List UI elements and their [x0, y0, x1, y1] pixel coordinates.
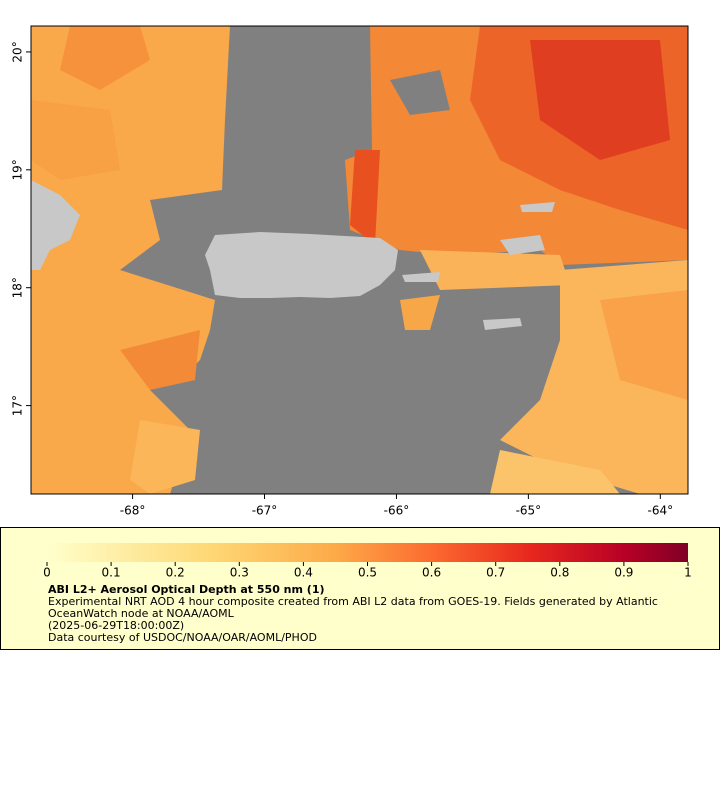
- colorbar-axis: 0 0.1 0.2 0.3 0.4 0.5 0.6 0.7 0.8 0.9 1: [43, 562, 692, 580]
- lon-tick-label: -66°: [384, 504, 410, 518]
- map-raster: [31, 26, 688, 494]
- colorbar-tick-label: 0.8: [550, 566, 569, 580]
- colorbar-tick-label: 1: [684, 566, 692, 580]
- legend-line: Experimental NRT AOD 4 hour composite cr…: [48, 595, 658, 608]
- lat-tick-label: 17°: [11, 395, 25, 416]
- legend-line: Data courtesy of USDOC/NOAA/OAR/AOML/PHO…: [48, 631, 317, 644]
- colorbar: [47, 543, 688, 562]
- colorbar-tick-label: 0: [43, 566, 51, 580]
- lon-tick-label: -65°: [516, 504, 542, 518]
- colorbar-tick-label: 0.7: [486, 566, 505, 580]
- colorbar-tick-label: 0.6: [422, 566, 441, 580]
- colorbar-tick-label: 0.2: [166, 566, 185, 580]
- lon-tick-label: -67°: [252, 504, 278, 518]
- legend-line: (2025-06-29T18:00:00Z): [48, 619, 184, 632]
- legend-line: OceanWatch node at NOAA/AOML: [48, 607, 235, 620]
- lat-tick-label: 18°: [11, 277, 25, 298]
- lat-tick-label: 20°: [11, 41, 25, 62]
- map-axes: 17° 18° 19° 20° -68° -67° -66° -65° -64°: [11, 41, 674, 517]
- legend-title: ABI L2+ Aerosol Optical Depth at 550 nm …: [48, 583, 325, 596]
- colorbar-tick-label: 0.4: [294, 566, 313, 580]
- colorbar-tick-label: 0.1: [102, 566, 121, 580]
- colorbar-tick-label: 0.3: [230, 566, 249, 580]
- lat-tick-label: 19°: [11, 159, 25, 180]
- colorbar-tick-label: 0.9: [614, 566, 633, 580]
- colorbar-tick-label: 0.5: [358, 566, 377, 580]
- map-frame: [30, 25, 689, 495]
- lon-tick-label: -64°: [647, 504, 673, 518]
- lon-tick-label: -68°: [120, 504, 146, 518]
